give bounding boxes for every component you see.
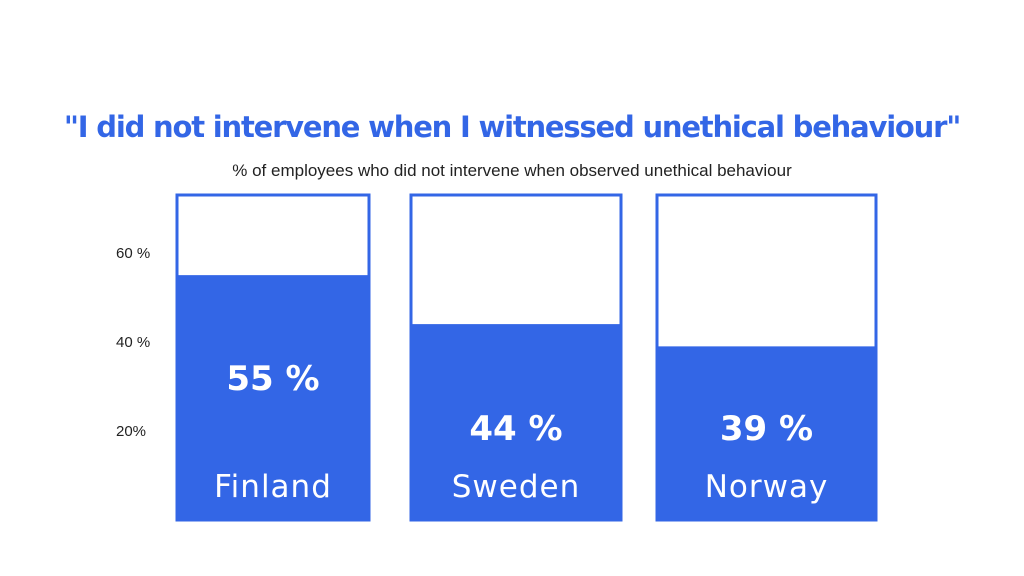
- y-axis: 20% 40 % 60 %: [116, 245, 150, 440]
- y-tick-label: 60 %: [116, 245, 150, 262]
- bar: [177, 275, 369, 520]
- bar-group: 44 % Sweden: [409, 193, 623, 522]
- y-tick-label: 20%: [116, 423, 146, 440]
- bar-value-label: 39 %: [720, 409, 813, 449]
- y-tick-label: 40 %: [116, 334, 150, 351]
- category-label: Finland: [214, 469, 332, 505]
- chart-title: "I did not intervene when I witnessed un…: [63, 110, 961, 144]
- bar-group: 39 % Norway: [655, 193, 878, 522]
- category-label: Sweden: [452, 469, 581, 505]
- bar-value-label: 44 %: [469, 409, 562, 449]
- bars: 55 % Finland 44 % Sweden 39 % Norway: [175, 193, 878, 522]
- bar-value-label: 55 %: [226, 359, 319, 399]
- bar: [657, 346, 876, 520]
- category-label: Norway: [705, 469, 829, 505]
- bar: [411, 324, 621, 520]
- chart-subtitle: % of employees who did not intervene whe…: [232, 161, 792, 180]
- bar-group: 55 % Finland: [175, 193, 371, 522]
